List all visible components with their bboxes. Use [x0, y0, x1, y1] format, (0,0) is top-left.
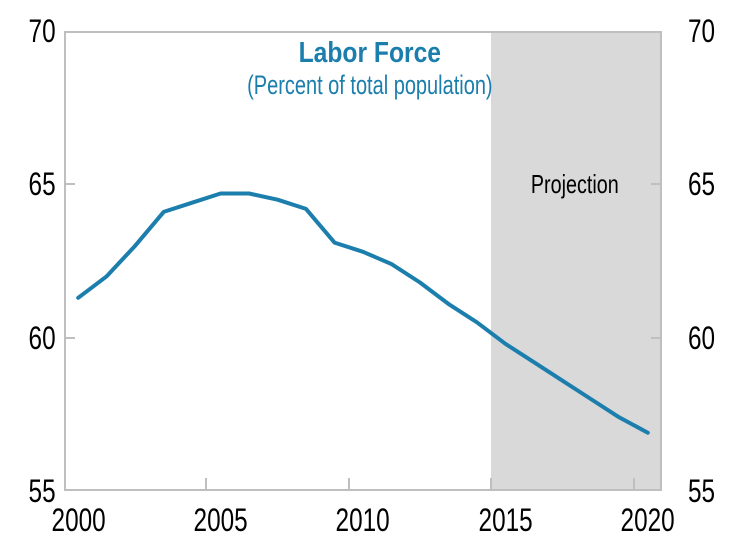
y-axis-tick-label-right-text: 60 [688, 319, 716, 356]
y-axis-tick-label-left: 70 [0, 15, 56, 47]
x-axis-tick-label: 2020 [588, 504, 708, 536]
title-block: Labor Force (Percent of total population… [170, 38, 570, 100]
labor-force-line [76, 191, 650, 435]
y-tick-mark-left [66, 336, 75, 339]
chart-title-text: Labor Force [298, 37, 442, 69]
x-axis-tick-label-text: 2010 [335, 502, 391, 538]
x-axis-tick-label-text: 2005 [193, 502, 248, 538]
y-tick-mark-right [651, 183, 660, 186]
y-axis-tick-label-left-text: 60 [28, 319, 56, 356]
projection-label-text: Projection [531, 169, 619, 199]
y-axis-tick-label-left: 55 [0, 475, 56, 507]
y-tick-mark-left [66, 183, 75, 186]
x-tick-mark [205, 478, 208, 489]
chart-subtitle-text: (Percent of total population) [247, 70, 493, 100]
x-tick-mark [490, 478, 493, 489]
y-axis-tick-label-left: 60 [0, 322, 56, 354]
x-tick-mark [632, 478, 635, 489]
x-axis-tick-label-text: 2015 [478, 502, 533, 538]
y-axis-tick-label-right: 65 [688, 168, 743, 200]
y-axis-tick-label-left: 65 [0, 168, 56, 200]
plot-area [76, 191, 650, 435]
x-axis-tick-label-text: 2000 [51, 502, 106, 538]
x-axis-tick-label: 2000 [18, 504, 138, 536]
x-tick-mark [347, 478, 350, 489]
y-axis-tick-label-right-text: 65 [688, 166, 716, 203]
y-axis-tick-label-right: 60 [688, 322, 743, 354]
x-axis-tick-label: 2010 [303, 504, 423, 536]
y-axis-tick-label-left-text: 55 [28, 473, 56, 509]
y-axis-tick-label-left-text: 70 [28, 13, 56, 49]
y-tick-mark-right [651, 336, 660, 339]
y-axis-tick-label-right-text: 70 [688, 13, 716, 49]
chart-subtitle: (Percent of total population) [170, 70, 570, 100]
x-axis-tick-label-text: 2020 [620, 502, 675, 538]
x-axis-tick-label: 2005 [161, 504, 281, 536]
y-axis-tick-label-right-text: 55 [688, 473, 716, 509]
x-axis-tick-label: 2015 [445, 504, 565, 536]
y-axis-tick-label-left-text: 65 [28, 166, 56, 203]
y-axis-tick-label-right: 70 [688, 15, 743, 47]
projection-label: Projection [475, 168, 675, 200]
y-axis-tick-label-right: 55 [688, 475, 743, 507]
chart-title: Labor Force [170, 38, 570, 68]
projection-shaded-region [491, 31, 662, 491]
